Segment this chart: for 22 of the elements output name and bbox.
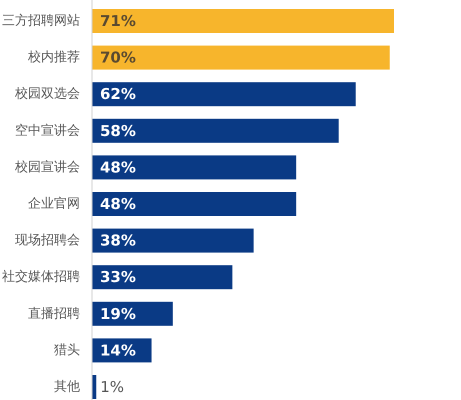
y-tick-label: 社交媒体招聘 — [2, 268, 80, 285]
data-label: 70% — [100, 48, 136, 67]
y-tick-label: 校园双选会 — [14, 86, 80, 102]
y-tick-label: 直播招聘 — [28, 306, 80, 322]
y-tick-label: 猎头 — [54, 342, 80, 358]
data-label: 71% — [100, 12, 136, 30]
y-tick-label: 三方招聘网站 — [2, 12, 80, 28]
data-label: 19% — [100, 304, 136, 323]
data-label: 33% — [100, 268, 136, 286]
y-tick-label: 现场招聘会 — [15, 233, 80, 248]
data-label: 1% — [100, 378, 124, 396]
data-label: 48% — [100, 195, 136, 213]
y-tick-label: 企业官网 — [28, 196, 80, 212]
data-label: 48% — [100, 158, 136, 176]
y-tick-label: 校内推荐 — [27, 50, 80, 66]
data-label: 58% — [100, 122, 136, 140]
y-tick-label: 校园宣讲会 — [14, 158, 80, 175]
data-label: 62% — [100, 85, 136, 104]
y-tick-label: 其他 — [54, 380, 80, 394]
data-label: 38% — [100, 232, 136, 250]
data-label: 14% — [100, 341, 136, 360]
y-tick-label: 空中宣讲会 — [15, 122, 80, 138]
